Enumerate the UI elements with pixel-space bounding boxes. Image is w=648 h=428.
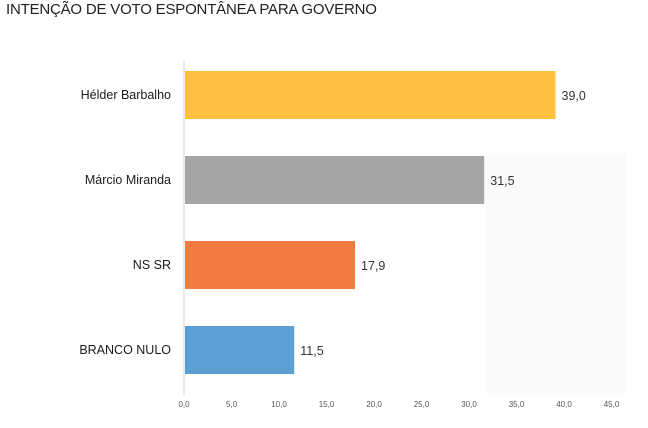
value-label-2: 17,9 bbox=[361, 259, 385, 273]
bar-3 bbox=[185, 326, 295, 374]
x-tick-label-9: 45,0 bbox=[604, 400, 620, 409]
plot-background bbox=[486, 155, 626, 395]
x-tick-label-1: 5,0 bbox=[226, 400, 238, 409]
category-label-0: Hélder Barbalho bbox=[81, 88, 171, 102]
x-tick-label-7: 35,0 bbox=[509, 400, 525, 409]
x-tick-label-6: 30,0 bbox=[461, 400, 477, 409]
x-tick-label-0: 0,0 bbox=[178, 400, 190, 409]
category-label-2: NS SR bbox=[133, 258, 171, 272]
category-label-1: Márcio Miranda bbox=[85, 173, 171, 187]
x-tick-label-3: 15,0 bbox=[319, 400, 335, 409]
x-tick-label-8: 40,0 bbox=[556, 400, 572, 409]
chart-title: INTENÇÃO DE VOTO ESPONTÂNEA PARA GOVERNO bbox=[6, 1, 377, 18]
category-label-3: BRANCO NULO bbox=[79, 343, 171, 357]
bar-1 bbox=[185, 156, 485, 204]
x-tick-label-2: 10,0 bbox=[271, 400, 287, 409]
x-tick-label-4: 20,0 bbox=[366, 400, 382, 409]
value-label-1: 31,5 bbox=[490, 174, 514, 188]
bar-2 bbox=[185, 241, 356, 289]
value-label-0: 39,0 bbox=[562, 89, 586, 103]
bar-0 bbox=[185, 71, 556, 119]
x-tick-label-5: 25,0 bbox=[414, 400, 430, 409]
value-label-3: 11,5 bbox=[300, 344, 323, 358]
